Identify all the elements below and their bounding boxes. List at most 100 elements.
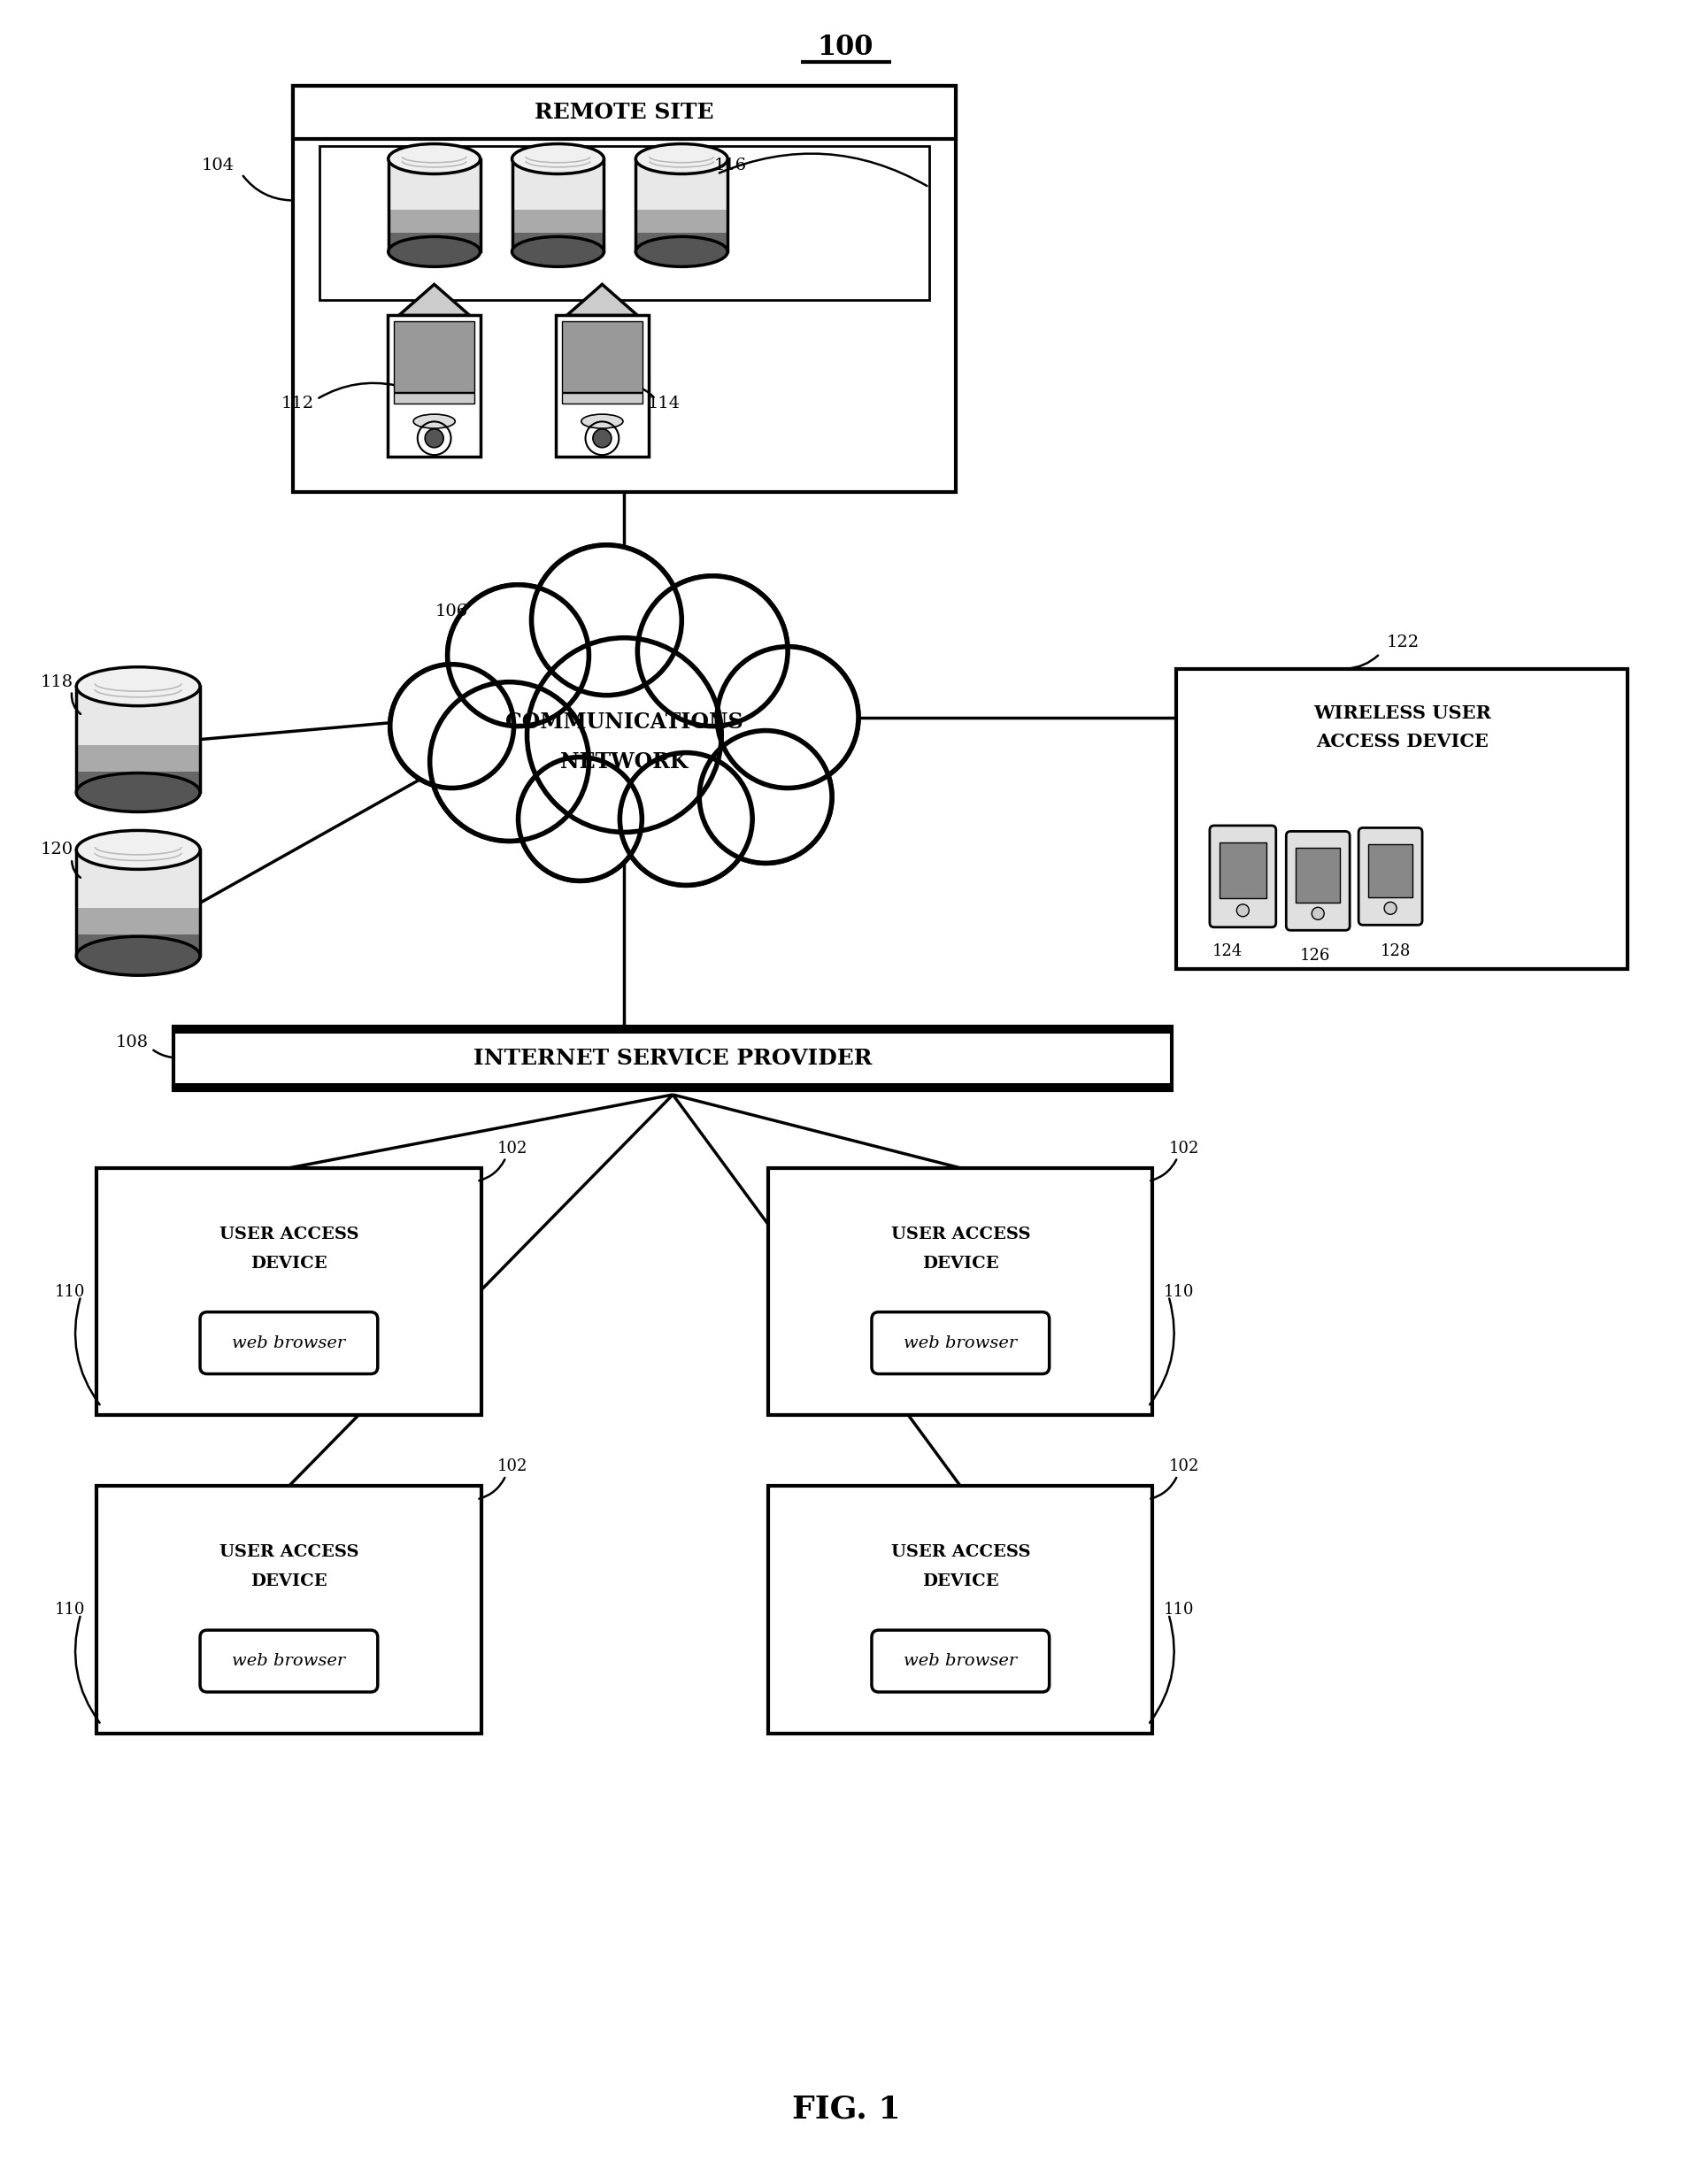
Text: 110: 110: [1165, 1601, 1195, 1618]
Text: 100: 100: [818, 33, 874, 61]
Polygon shape: [567, 284, 637, 314]
Bar: [293, 85, 955, 138]
Ellipse shape: [76, 830, 200, 869]
Bar: [511, 210, 604, 234]
Circle shape: [533, 546, 681, 695]
Text: 122: 122: [1387, 633, 1419, 651]
Ellipse shape: [76, 666, 200, 705]
Bar: [388, 314, 481, 456]
Text: 114: 114: [648, 395, 681, 411]
Bar: [562, 321, 642, 393]
Bar: [388, 234, 481, 251]
Text: 110: 110: [1165, 1284, 1195, 1299]
Circle shape: [1312, 906, 1324, 919]
Circle shape: [449, 587, 587, 725]
Bar: [394, 321, 474, 393]
Circle shape: [640, 579, 786, 725]
Circle shape: [1385, 902, 1397, 915]
Bar: [320, 146, 929, 299]
Circle shape: [527, 638, 721, 832]
FancyBboxPatch shape: [1358, 828, 1422, 926]
Text: USER ACCESS: USER ACCESS: [218, 1544, 359, 1559]
Text: ACCESS DEVICE: ACCESS DEVICE: [1315, 732, 1488, 749]
FancyBboxPatch shape: [200, 1629, 378, 1693]
Ellipse shape: [76, 773, 200, 812]
Bar: [388, 210, 481, 234]
Circle shape: [720, 649, 857, 786]
Polygon shape: [400, 284, 469, 314]
Circle shape: [1236, 904, 1249, 917]
Text: WIRELESS USER: WIRELESS USER: [1314, 703, 1492, 721]
Bar: [76, 850, 200, 909]
Circle shape: [391, 666, 511, 786]
Text: 126: 126: [1300, 948, 1331, 963]
Text: DEVICE: DEVICE: [923, 1575, 999, 1590]
Text: 112: 112: [281, 395, 313, 411]
FancyBboxPatch shape: [872, 1313, 1050, 1374]
Bar: [1295, 847, 1341, 902]
Bar: [562, 393, 642, 404]
Text: 102: 102: [1168, 1140, 1199, 1158]
Bar: [76, 745, 200, 771]
Text: 108: 108: [115, 1035, 149, 1051]
Text: web browser: web browser: [232, 1334, 345, 1352]
Circle shape: [447, 585, 589, 725]
Bar: [76, 935, 200, 957]
FancyBboxPatch shape: [872, 1629, 1050, 1693]
Ellipse shape: [581, 415, 623, 428]
Circle shape: [430, 681, 589, 841]
Ellipse shape: [511, 236, 604, 266]
Text: DEVICE: DEVICE: [251, 1575, 327, 1590]
Circle shape: [701, 732, 830, 860]
Circle shape: [528, 640, 720, 830]
Circle shape: [389, 664, 513, 788]
Circle shape: [621, 753, 750, 885]
Bar: [511, 159, 604, 210]
Text: 110: 110: [54, 1284, 85, 1299]
Text: web browser: web browser: [232, 1653, 345, 1669]
Bar: [76, 686, 200, 745]
Bar: [637, 159, 728, 210]
Ellipse shape: [388, 236, 481, 266]
Ellipse shape: [388, 144, 481, 175]
Circle shape: [518, 758, 642, 880]
Ellipse shape: [637, 236, 728, 266]
Text: 124: 124: [1212, 943, 1243, 959]
Text: DEVICE: DEVICE: [923, 1256, 999, 1271]
Bar: [555, 314, 648, 456]
Bar: [174, 1026, 1172, 1033]
Text: USER ACCESS: USER ACCESS: [891, 1225, 1031, 1243]
Text: 120: 120: [41, 841, 73, 858]
Bar: [388, 159, 481, 210]
Text: 116: 116: [714, 157, 747, 173]
Text: 106: 106: [435, 603, 469, 620]
Circle shape: [532, 546, 682, 695]
Text: 128: 128: [1380, 943, 1410, 959]
Bar: [394, 393, 474, 404]
Circle shape: [699, 732, 831, 863]
Text: web browser: web browser: [904, 1334, 1017, 1352]
FancyBboxPatch shape: [1287, 832, 1349, 930]
Bar: [769, 1168, 1153, 1415]
Bar: [637, 210, 728, 234]
Text: NETWORK: NETWORK: [560, 751, 687, 773]
Text: USER ACCESS: USER ACCESS: [891, 1544, 1031, 1559]
FancyBboxPatch shape: [200, 1313, 378, 1374]
Text: 110: 110: [54, 1601, 85, 1618]
Bar: [293, 85, 955, 491]
Circle shape: [718, 646, 858, 788]
Bar: [97, 1168, 481, 1415]
Bar: [1219, 843, 1266, 898]
Text: 102: 102: [498, 1459, 528, 1474]
Circle shape: [520, 758, 640, 878]
Bar: [637, 234, 728, 251]
Bar: [769, 1485, 1153, 1734]
Bar: [76, 771, 200, 793]
FancyBboxPatch shape: [1210, 826, 1277, 928]
Text: COMMUNICATIONS: COMMUNICATIONS: [506, 712, 743, 732]
Ellipse shape: [76, 937, 200, 976]
Bar: [174, 1083, 1172, 1090]
Circle shape: [432, 684, 587, 839]
Circle shape: [593, 428, 611, 448]
Text: web browser: web browser: [904, 1653, 1017, 1669]
